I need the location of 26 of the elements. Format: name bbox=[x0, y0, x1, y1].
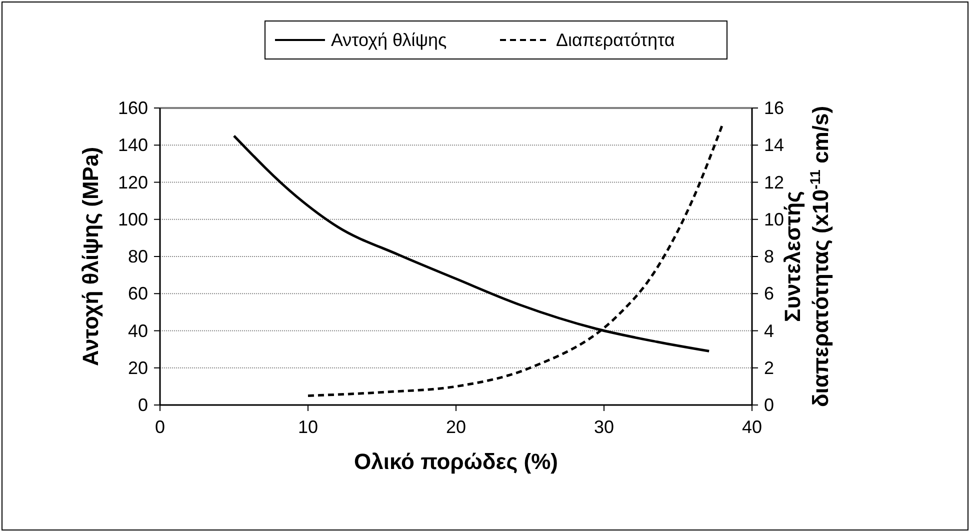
y-axis-title: Αντοχή θλίψης (MPa) bbox=[78, 146, 103, 366]
x-tick-label: 20 bbox=[446, 417, 466, 437]
x-tick-label: 0 bbox=[154, 417, 166, 437]
y-tick-label: 20 bbox=[128, 358, 148, 378]
y2-tick-label: 6 bbox=[764, 284, 774, 304]
y-tick-label: 140 bbox=[118, 135, 148, 156]
x-tick-label: 40 bbox=[742, 417, 762, 437]
y-tick-label: 100 bbox=[118, 209, 148, 230]
legend-label: Διαπερατότητα bbox=[556, 30, 675, 50]
y2-tick-label: 16 bbox=[764, 98, 784, 118]
y2-tick-label: 4 bbox=[764, 320, 774, 341]
y-tick-label: 160 bbox=[118, 98, 148, 118]
y2-tick-label: 8 bbox=[764, 246, 774, 266]
legend-label: Αντοχή θλίψης bbox=[331, 30, 448, 50]
y-tick-label: 0 bbox=[138, 395, 148, 415]
y-tick-label: 120 bbox=[118, 172, 148, 192]
y-tick-label: 40 bbox=[128, 320, 148, 341]
x-tick-label: 30 bbox=[594, 417, 614, 437]
y2-tick-label: 12 bbox=[764, 172, 784, 192]
y2-tick-label: 2 bbox=[764, 358, 774, 378]
y2-tick-label: 0 bbox=[764, 395, 774, 415]
y-tick-label: 80 bbox=[128, 246, 148, 266]
x-axis-title: Ολικό πορώδες (%) bbox=[354, 449, 558, 474]
y2-tick-label: 14 bbox=[764, 135, 784, 156]
y-tick-label: 60 bbox=[128, 284, 148, 304]
x-tick-label: 10 bbox=[298, 417, 318, 437]
